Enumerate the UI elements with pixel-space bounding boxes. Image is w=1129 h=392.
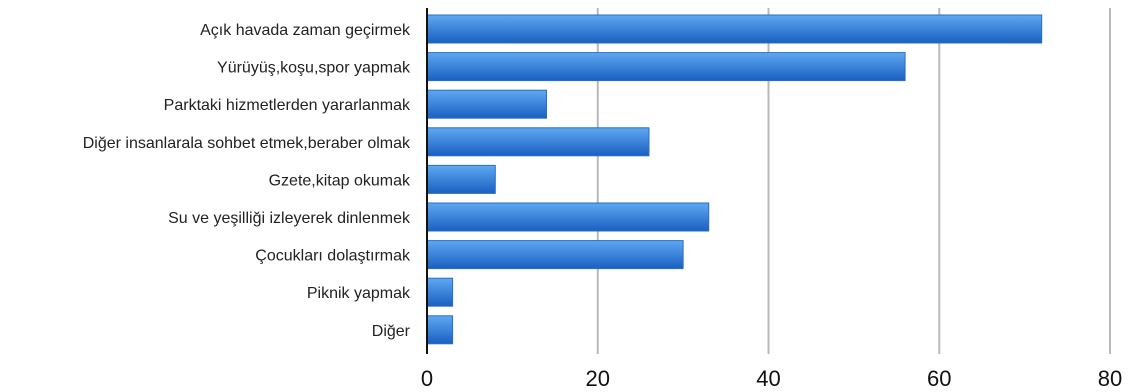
x-tick-label: 0 [421, 366, 433, 391]
category-label: Gzete,kitap okumak [269, 172, 411, 189]
category-label: Çocukları dolaştırmak [255, 248, 411, 265]
x-tick-labels: 0 20 40 60 80 [421, 366, 1122, 391]
category-label: Parktaki hizmetlerden yararlanmak [164, 97, 411, 114]
category-label: Yürüyüş,koşu,spor yapmak [217, 60, 411, 77]
category-label: Açık havada zaman geçirmek [200, 22, 411, 39]
category-label: Diğer insanlarala sohbet etmek,beraber o… [83, 135, 411, 152]
x-tick-label: 40 [756, 366, 780, 391]
bar [426, 52, 906, 82]
bar [426, 315, 454, 345]
category-label: Diğer [372, 323, 411, 340]
bar [426, 89, 548, 119]
bar [426, 240, 684, 270]
category-label: Piknik yapmak [307, 285, 411, 302]
x-tick-label: 60 [927, 366, 951, 391]
bar [426, 127, 650, 157]
category-label: Su ve yeşilliği izleyerek dinlenmek [168, 210, 411, 227]
bars [426, 14, 1043, 345]
category-labels: Açık havada zaman geçirmek Yürüyüş,koşu,s… [83, 22, 411, 340]
x-tick-label: 80 [1098, 366, 1122, 391]
bar [426, 202, 710, 232]
bar [426, 277, 454, 307]
bar [426, 14, 1043, 44]
bar [426, 164, 496, 194]
x-tick-label: 20 [586, 366, 610, 391]
